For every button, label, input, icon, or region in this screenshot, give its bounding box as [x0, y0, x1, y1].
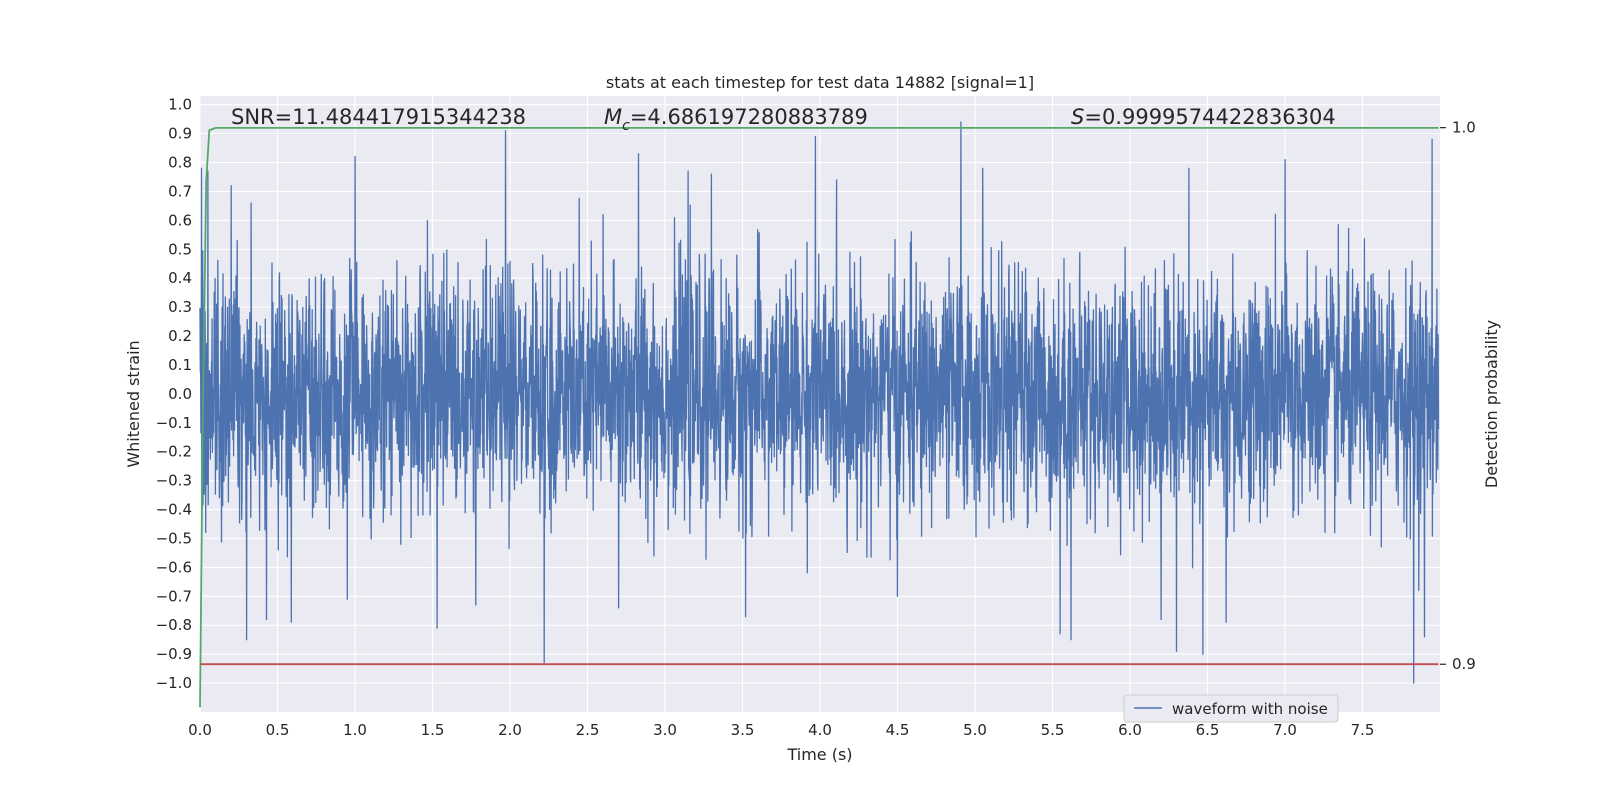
legend-label-waveform: waveform with noise	[1172, 700, 1328, 718]
waveform-line	[199, 121, 1440, 684]
ticks-layer: 1.0 0.9 0.8 0.7 0.6 0.5 0.4 0.3 0.2 0.1 0.0 −0.1 −0.…	[156, 96, 1476, 739]
score-value: =0.9999574422836304	[1084, 105, 1335, 129]
snr-annotation: SNR=11.484417915344238	[231, 105, 526, 129]
y2-axis-label: Detection probability	[1482, 320, 1501, 488]
x-tick-label: 5.0	[963, 721, 987, 739]
y-tick-label: 0.9	[168, 125, 192, 143]
y-tick-label: −1.0	[156, 674, 192, 692]
chirp-mass-subscript: c	[622, 118, 630, 134]
y-tick-label: −0.1	[156, 414, 192, 432]
x-tick-label: 6.5	[1196, 721, 1220, 739]
y-tick-label: 0.7	[168, 182, 192, 200]
y-tick-label: −0.2	[156, 443, 192, 461]
x-tick-label: 2.0	[498, 721, 522, 739]
x-tick-label: 0.0	[188, 721, 212, 739]
y-tick-label: 1.0	[168, 96, 192, 114]
x-tick-label: 3.5	[731, 721, 755, 739]
x-tick-label: 1.5	[421, 721, 445, 739]
y-axis-label: Whitened strain	[124, 340, 143, 467]
x-tick-label: 1.0	[343, 721, 367, 739]
y-tick-label: 0.3	[168, 298, 192, 316]
y-tick-label: 0.1	[168, 356, 192, 374]
chirp-mass-annotation: Mc=4.686197280883789	[604, 105, 868, 134]
legend: waveform with noise	[1123, 694, 1339, 723]
score-symbol: S	[1071, 105, 1084, 129]
y-tick-label: 0.0	[168, 385, 192, 403]
chart-title: stats at each timestep for test data 148…	[606, 73, 1034, 92]
probability-layer	[199, 127, 1439, 708]
y-tick-label: −0.8	[156, 616, 192, 634]
detection-probability-line	[199, 127, 1439, 708]
chirp-mass-value: =4.686197280883789	[630, 105, 868, 129]
x-axis-label: Time (s)	[786, 745, 852, 764]
y-tick-label: −0.6	[156, 558, 192, 576]
y-tick-label: 0.2	[168, 327, 192, 345]
x-tick-label: 7.5	[1351, 721, 1375, 739]
score-annotation: S=0.9999574422836304	[1071, 105, 1336, 129]
y-tick-label: −0.9	[156, 645, 192, 663]
y-tick-label: −0.7	[156, 587, 192, 605]
y-tick-label: −0.5	[156, 529, 192, 547]
y-tick-label: 0.8	[168, 154, 192, 172]
y-tick-label: 0.5	[168, 240, 192, 258]
x-tick-label: 0.5	[266, 721, 290, 739]
x-tick-label: 5.5	[1041, 721, 1065, 739]
x-tick-label: 7.0	[1273, 721, 1297, 739]
x-tick-label: 2.5	[576, 721, 600, 739]
x-tick-label: 4.0	[808, 721, 832, 739]
x-tick-label: 3.0	[653, 721, 677, 739]
y2-tick-label: 1.0	[1452, 119, 1476, 137]
chirp-mass-symbol: M	[604, 105, 622, 129]
y-tick-label: 0.6	[168, 211, 192, 229]
y-tick-label: −0.3	[156, 472, 192, 490]
waveform-layer	[199, 121, 1440, 684]
y2-tick-label: 0.9	[1452, 655, 1476, 673]
x-tick-label: 6.0	[1118, 721, 1142, 739]
legend-box	[1123, 694, 1339, 723]
y-tick-label: 0.4	[168, 269, 192, 287]
y-tick-label: −0.4	[156, 501, 192, 519]
x-tick-label: 4.5	[886, 721, 910, 739]
